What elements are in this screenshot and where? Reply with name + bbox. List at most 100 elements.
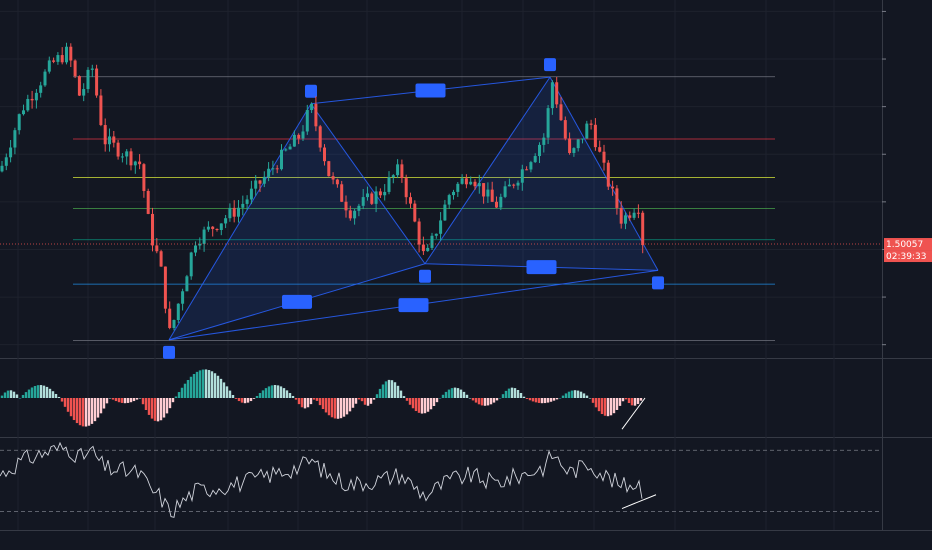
pattern-leg-xa bbox=[168, 103, 312, 341]
candle-body-492 bbox=[490, 189, 494, 202]
macd-bar-221 bbox=[219, 378, 223, 398]
macd-bar-467 bbox=[465, 394, 469, 398]
harmonic-pattern[interactable] bbox=[163, 58, 664, 359]
macd-bar-497 bbox=[495, 398, 499, 401]
macd-bar-260 bbox=[258, 393, 262, 398]
candle-body-157 bbox=[155, 245, 159, 252]
pattern-ratio-bg-0 bbox=[282, 294, 312, 309]
candle-body-527 bbox=[525, 169, 529, 171]
macd-bar-20 bbox=[18, 398, 22, 399]
macd-bar-350 bbox=[348, 398, 352, 412]
candle-body-269 bbox=[267, 168, 271, 177]
macd-bar-32 bbox=[30, 387, 34, 398]
candle-body-170 bbox=[168, 308, 172, 328]
macd-bar-191 bbox=[189, 376, 193, 398]
macd-bar-620 bbox=[618, 398, 622, 406]
macd-bar-233 bbox=[231, 395, 235, 398]
macd-bar-107 bbox=[105, 398, 109, 404]
candle-body-376 bbox=[374, 191, 378, 204]
macd-bar-272 bbox=[270, 385, 274, 398]
macd-bar-125 bbox=[123, 398, 127, 404]
macd-bar-182 bbox=[180, 387, 184, 398]
candle-body-385 bbox=[383, 191, 387, 196]
macd-bar-248 bbox=[246, 398, 250, 403]
macd-bar-227 bbox=[225, 386, 229, 398]
macd-bar-47 bbox=[45, 386, 49, 398]
macd-bar-170 bbox=[168, 398, 172, 409]
macd-bar-632 bbox=[630, 398, 634, 406]
macd-bar-404 bbox=[402, 396, 406, 398]
candle-body-638 bbox=[636, 212, 640, 214]
current-price-label: 1.50057 bbox=[886, 240, 923, 250]
candle-body-613 bbox=[611, 186, 615, 189]
macd-bar-287 bbox=[285, 390, 289, 398]
macd-bar-353 bbox=[351, 398, 355, 408]
macd-bar-131 bbox=[129, 398, 133, 403]
macd-bar-470 bbox=[468, 398, 472, 399]
macd-bar-215 bbox=[213, 373, 217, 398]
macd-bar-299 bbox=[297, 398, 301, 405]
macd-bar-86 bbox=[84, 398, 88, 427]
candle-body-191 bbox=[189, 252, 193, 277]
macd-bar-311 bbox=[309, 398, 313, 405]
macd-bar-383 bbox=[381, 384, 385, 398]
rsi-line bbox=[0, 441, 643, 518]
macd-bar-242 bbox=[240, 398, 244, 403]
candle-body-565 bbox=[563, 120, 567, 139]
macd-bar-365 bbox=[363, 398, 367, 405]
candle-body-570 bbox=[568, 138, 572, 153]
macd-bar-488 bbox=[486, 398, 490, 406]
candle-body-368 bbox=[366, 193, 369, 198]
candle-body-79 bbox=[77, 76, 81, 96]
macd-bar-611 bbox=[609, 398, 613, 416]
candle-body-608 bbox=[606, 162, 610, 187]
candle-body-204 bbox=[202, 229, 206, 244]
macd-bar-605 bbox=[603, 398, 607, 416]
macd-bar-83 bbox=[81, 398, 85, 427]
macd-bar-188 bbox=[186, 380, 190, 398]
macd-bar-356 bbox=[354, 398, 358, 404]
candle-body-423 bbox=[421, 244, 425, 252]
candle-body-630 bbox=[628, 215, 632, 218]
macd-bar-302 bbox=[300, 398, 304, 408]
macd-bar-539 bbox=[537, 398, 541, 403]
candle-body-135 bbox=[133, 161, 137, 166]
candle-body-329 bbox=[327, 161, 331, 177]
macd-bar-206 bbox=[204, 369, 208, 398]
candle-body-583 bbox=[581, 138, 584, 140]
candle-body-294 bbox=[292, 134, 296, 147]
candle-body-441 bbox=[439, 220, 443, 234]
macd-bar-53 bbox=[51, 391, 55, 398]
candle-body-105 bbox=[103, 125, 107, 145]
fibonacci-retracement[interactable] bbox=[73, 76, 775, 341]
macd-bar-194 bbox=[192, 374, 196, 398]
macd-bar-479 bbox=[477, 398, 481, 405]
macd-bar-551 bbox=[549, 398, 553, 402]
macd-bar-236 bbox=[234, 398, 238, 399]
macd-bar-485 bbox=[483, 398, 487, 406]
grid-lines bbox=[0, 0, 882, 530]
pattern-point-b bbox=[419, 269, 431, 283]
macd-bar-521 bbox=[519, 392, 523, 398]
macd-bar-425 bbox=[423, 398, 427, 414]
macd-bar-38 bbox=[36, 385, 40, 398]
macd-bar-614 bbox=[612, 398, 616, 414]
macd-bar-533 bbox=[531, 398, 535, 402]
macd-bar-209 bbox=[207, 370, 211, 398]
candle-body-514 bbox=[512, 184, 516, 186]
macd-bar-518 bbox=[516, 389, 520, 398]
pattern-ratio-0 bbox=[282, 294, 312, 309]
macd-bar-536 bbox=[534, 398, 538, 403]
pattern-point-x bbox=[163, 345, 175, 359]
candle-body-617 bbox=[615, 188, 619, 208]
macd-bar-110 bbox=[108, 398, 112, 399]
macd-bar-101 bbox=[99, 398, 103, 414]
candle-body-604 bbox=[602, 151, 606, 163]
macd-bar-362 bbox=[360, 398, 364, 402]
macd-bar-602 bbox=[600, 398, 604, 415]
candle-body-488 bbox=[486, 189, 490, 197]
macd-bar-446 bbox=[444, 391, 448, 398]
pattern-point-bg-x bbox=[163, 345, 175, 359]
candle-body-66 bbox=[65, 46, 68, 63]
